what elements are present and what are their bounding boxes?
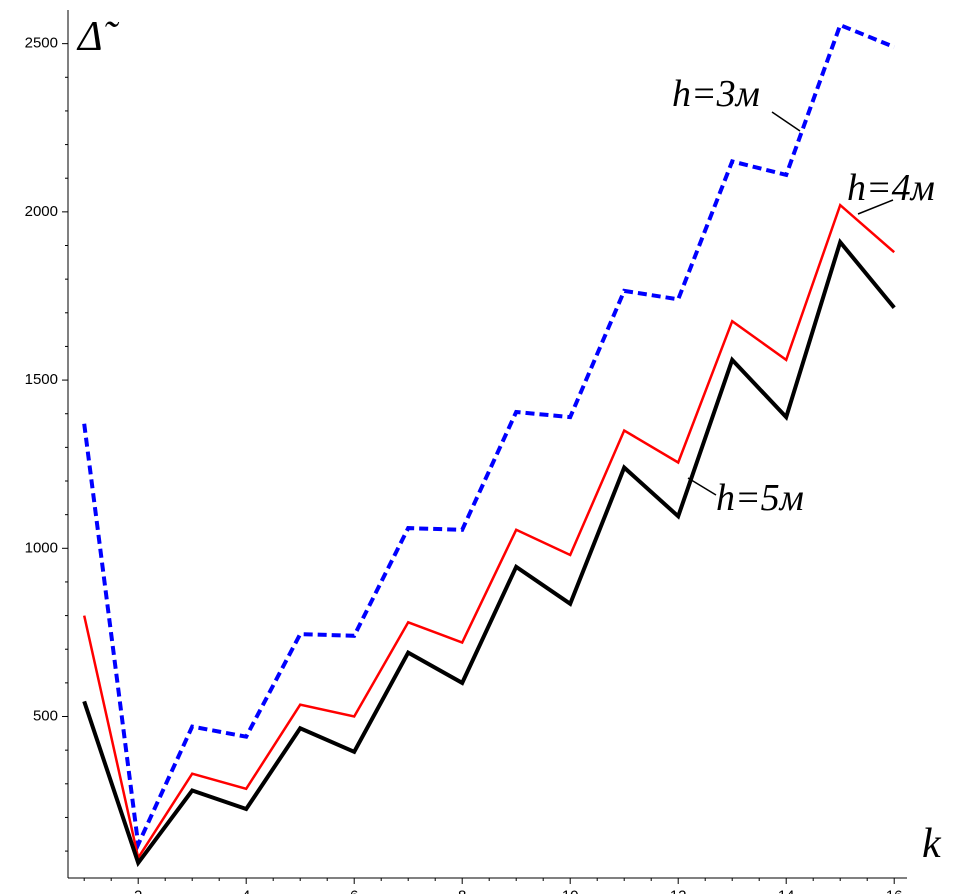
series-lines: [82, 22, 896, 868]
x-tick-label: 10: [562, 887, 579, 894]
x-axis-label: k: [922, 821, 942, 867]
x-tick-label: 8: [458, 887, 466, 894]
y-tick-label: 1000: [25, 539, 58, 556]
axes: [67, 10, 907, 879]
annotation-h4: h=4м: [847, 167, 935, 209]
x-tick-label: 6: [350, 887, 358, 894]
annotation-leader-h4: [857, 199, 894, 215]
annotation-h3: h=3м: [672, 73, 760, 115]
y-tick-label: 500: [33, 707, 58, 724]
series-line-2: [82, 202, 896, 861]
y-tick-label: 1500: [25, 371, 58, 388]
annotation-h5: h=5м: [716, 477, 804, 519]
x-tick-label: 4: [242, 887, 250, 894]
x-tick-label: 2: [134, 887, 142, 894]
y-tick-label: 2000: [25, 203, 58, 220]
y-axis-label: Δ̃: [76, 14, 120, 60]
x-tick-label: 12: [670, 887, 687, 894]
series-line-1: [82, 22, 895, 852]
x-tick-label: 16: [886, 887, 903, 894]
series-line-3: [82, 237, 896, 868]
annotation-leader-h5: [687, 477, 717, 496]
annotation-leader-h3: [771, 111, 801, 132]
x-tick-label: 14: [778, 887, 795, 894]
annotations: h=3м h=4м h=5м: [672, 73, 935, 519]
y-tick-label: 2500: [25, 35, 58, 52]
ticks: 2 4 6 8 10 12 14 16 500 1000 1500 2000 2500: [25, 35, 903, 894]
